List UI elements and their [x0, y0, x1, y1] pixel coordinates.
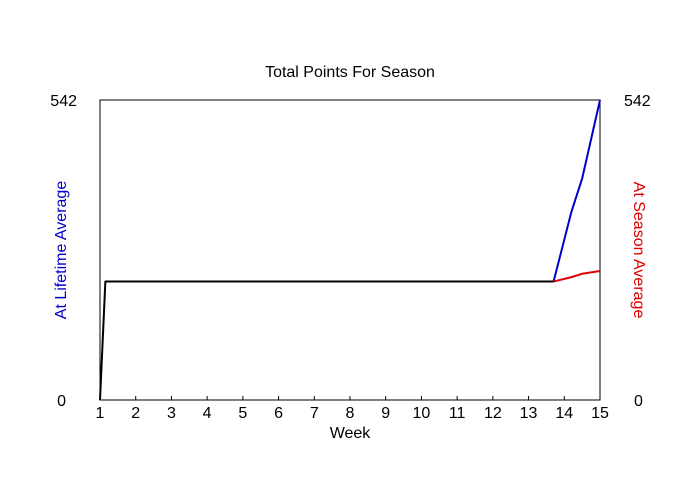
- series-line-season: [553, 270, 601, 283]
- x-tick-label-2: 2: [131, 405, 140, 422]
- y-left-axis-label: At Lifetime Average: [53, 181, 70, 320]
- x-axis-ticks: 1 2 3 4 5 6 7 8 9 10 11 12 13 14 15: [96, 396, 609, 422]
- x-tick-label-3: 3: [167, 405, 176, 422]
- x-tick-label-6: 6: [274, 405, 283, 422]
- y-left-tick-min: 0: [57, 393, 66, 410]
- y-left-tick-max: 542: [50, 93, 77, 110]
- x-tick-label-10: 10: [413, 405, 431, 422]
- x-tick-label-14: 14: [555, 405, 573, 422]
- y-right-tick-min: 0: [634, 393, 643, 410]
- chart-title: Total Points For Season: [265, 64, 435, 81]
- series-layer: [99, 99, 601, 401]
- y-right-axis-label: At Season Average: [630, 182, 647, 319]
- series-line-actual: [99, 280, 554, 401]
- x-tick-label-11: 11: [449, 405, 466, 422]
- x-tick-label-7: 7: [310, 405, 319, 422]
- x-tick-label-9: 9: [381, 405, 390, 422]
- x-tick-label-5: 5: [238, 405, 247, 422]
- x-axis-label: Week: [330, 425, 372, 442]
- x-tick-label-13: 13: [520, 405, 538, 422]
- x-tick-label-12: 12: [484, 405, 502, 422]
- x-tick-label-8: 8: [346, 405, 355, 422]
- plot-area: [99, 99, 601, 401]
- x-tick-label-4: 4: [203, 405, 212, 422]
- x-tick-label-1: 1: [96, 405, 105, 422]
- y-right-tick-max: 542: [624, 93, 651, 110]
- series-line-lifetime: [552, 99, 601, 282]
- x-tick-label-15: 15: [591, 405, 609, 422]
